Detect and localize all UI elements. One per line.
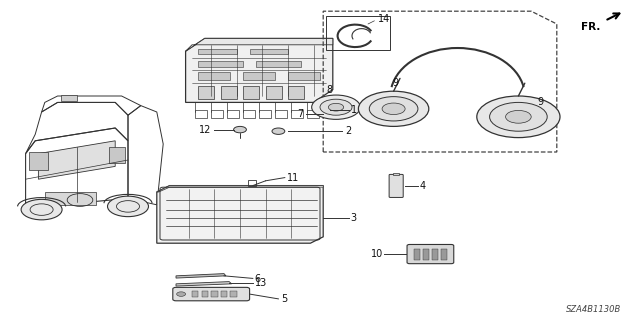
Bar <box>423 249 429 260</box>
FancyBboxPatch shape <box>389 174 403 197</box>
Text: 9: 9 <box>538 97 544 108</box>
Circle shape <box>320 99 352 115</box>
Circle shape <box>177 292 186 296</box>
Circle shape <box>490 102 547 131</box>
Bar <box>227 110 239 118</box>
Circle shape <box>328 103 344 111</box>
Text: 5: 5 <box>282 294 288 304</box>
Text: 14: 14 <box>378 14 390 24</box>
Bar <box>192 291 198 297</box>
Bar <box>393 173 399 175</box>
Bar <box>243 110 255 118</box>
Circle shape <box>477 96 560 138</box>
Bar <box>250 49 288 54</box>
Polygon shape <box>186 38 333 51</box>
Bar <box>441 249 447 260</box>
Bar <box>29 152 48 170</box>
Circle shape <box>369 97 418 121</box>
Bar <box>109 147 125 163</box>
Bar <box>198 49 237 54</box>
Text: 2: 2 <box>346 126 352 136</box>
Text: 13: 13 <box>255 278 267 288</box>
Polygon shape <box>38 141 115 179</box>
Circle shape <box>21 199 62 220</box>
Circle shape <box>108 196 148 217</box>
Polygon shape <box>157 186 323 243</box>
Circle shape <box>272 128 285 134</box>
Bar <box>266 86 282 99</box>
Text: 11: 11 <box>287 172 299 183</box>
FancyBboxPatch shape <box>407 244 454 264</box>
Bar <box>198 86 214 99</box>
Bar <box>211 291 218 297</box>
Text: 12: 12 <box>199 124 211 135</box>
Polygon shape <box>176 282 232 286</box>
Bar <box>202 291 208 297</box>
Text: 1: 1 <box>351 105 357 116</box>
FancyBboxPatch shape <box>173 287 250 301</box>
Text: 6: 6 <box>255 274 261 284</box>
Text: FR.: FR. <box>581 22 600 32</box>
Bar <box>291 110 303 118</box>
Polygon shape <box>176 274 226 278</box>
Text: 9: 9 <box>392 78 399 88</box>
Bar <box>259 110 271 118</box>
Bar <box>230 291 237 297</box>
Bar <box>326 16 390 50</box>
Polygon shape <box>186 38 333 102</box>
Circle shape <box>382 103 405 115</box>
Bar <box>243 86 259 99</box>
Text: 8: 8 <box>326 84 332 95</box>
Bar <box>432 249 438 260</box>
Circle shape <box>358 91 429 126</box>
Bar <box>198 61 243 67</box>
Bar <box>288 86 304 99</box>
Bar <box>288 72 320 80</box>
Text: 7: 7 <box>297 108 303 119</box>
Bar <box>45 192 96 205</box>
Bar <box>221 86 237 99</box>
Bar <box>61 95 77 101</box>
Text: 3: 3 <box>351 212 357 223</box>
Bar <box>243 72 275 80</box>
Bar <box>221 291 227 297</box>
Bar <box>198 72 230 80</box>
Bar <box>195 110 207 118</box>
Circle shape <box>506 110 531 123</box>
Bar <box>275 110 287 118</box>
Text: SZA4B1130B: SZA4B1130B <box>566 305 621 314</box>
Circle shape <box>312 95 360 119</box>
Text: 4: 4 <box>420 181 426 191</box>
Bar <box>211 110 223 118</box>
Text: 10: 10 <box>371 249 383 259</box>
Circle shape <box>234 126 246 133</box>
Bar <box>248 180 256 186</box>
Bar <box>307 110 319 118</box>
Bar <box>414 249 420 260</box>
Bar <box>256 61 301 67</box>
Polygon shape <box>157 186 323 192</box>
